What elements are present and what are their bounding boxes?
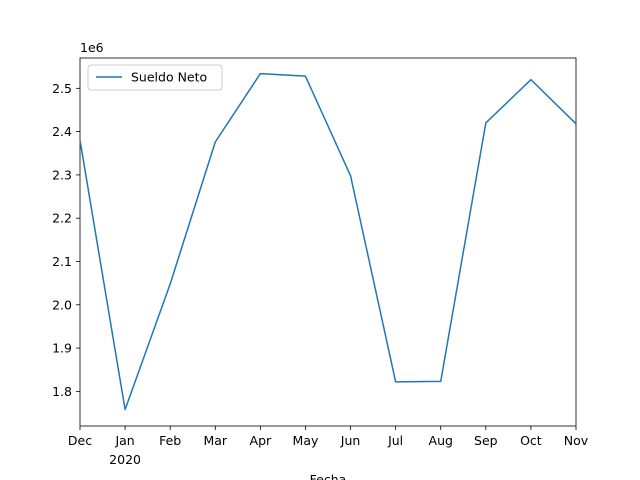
y-axis: 1.8 1.9 2.0 2.1 2.2 2.3 2.4 2.5 (52, 81, 80, 399)
x-year-label: 2020 (109, 452, 141, 467)
legend-box (87, 64, 223, 91)
x-tick-label: Nov (564, 433, 589, 448)
x-tick-label: Sep (474, 433, 498, 448)
x-tick-label: Dec (68, 433, 92, 448)
x-tick-label: May (293, 433, 319, 448)
x-tick-label: Jun (340, 433, 361, 448)
y-tick-label: 2.2 (52, 211, 72, 226)
y-tick-label: 2.5 (52, 81, 72, 96)
x-tick-label: Feb (159, 433, 181, 448)
x-tick-label: Jul (387, 433, 403, 448)
x-tick-label: Oct (520, 433, 542, 448)
plot-frame (79, 57, 577, 427)
y-tick-label: 2.0 (52, 297, 72, 312)
x-axis: Dec Jan Feb Mar Apr May Jun Jul Aug Sep Oct Nov 2020 (68, 426, 589, 467)
y-tick-label: 1.8 (52, 384, 72, 399)
y-tick-label: 2.4 (52, 124, 72, 139)
y-tick-label: 2.1 (52, 254, 72, 269)
plot-area (79, 57, 577, 427)
x-tick-label: Jan (114, 433, 134, 448)
y-tick-label: 1.9 (52, 341, 72, 356)
legend: Sueldo Neto (87, 64, 223, 91)
legend-label-0: Sueldo Neto (131, 70, 207, 85)
series-line-0 (79, 72, 577, 411)
x-axis-title: Fecha (310, 472, 347, 480)
y-tick-label: 2.3 (52, 167, 72, 182)
x-tick-label: Mar (203, 433, 227, 448)
y-offset-label: 1e6 (80, 40, 104, 55)
x-tick-label: Aug (429, 433, 453, 448)
x-tick-label: Apr (250, 433, 272, 448)
